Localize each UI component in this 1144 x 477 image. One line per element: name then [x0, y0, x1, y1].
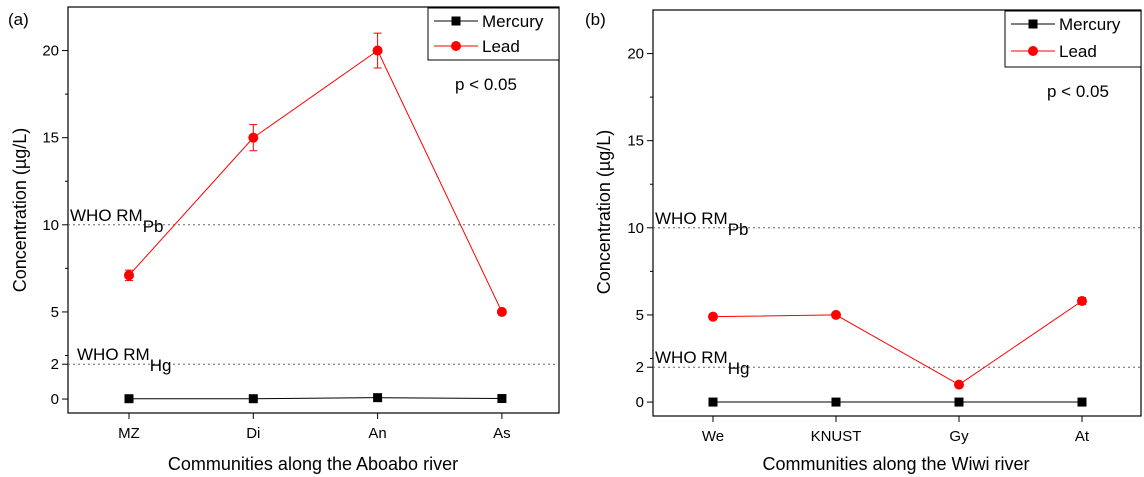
x-tick-label: As — [493, 425, 511, 442]
x-tick-label: Di — [246, 425, 260, 442]
reference-label-sub: Pb — [143, 217, 164, 236]
legend-box — [1004, 10, 1142, 68]
y-tick-label: 15 — [42, 130, 59, 147]
reference-label-main: WHO RM — [655, 348, 728, 367]
data-point-mercury — [373, 393, 383, 403]
y-tick-label: 2 — [636, 359, 644, 376]
series-line-lead — [712, 300, 1083, 386]
x-tick-label: At — [1075, 428, 1090, 445]
data-point-mercury — [708, 397, 718, 407]
legend-label: Lead — [482, 37, 520, 56]
y-tick-label: 15 — [627, 133, 644, 150]
reference-label-sub: Hg — [728, 359, 750, 378]
data-point-lead — [124, 270, 134, 281]
reference-label-sub: Pb — [728, 220, 749, 239]
x-axis-label: Communities along the Aboabo river — [168, 454, 458, 474]
x-axis-label: Communities along the Wiwi river — [762, 454, 1029, 474]
data-point-mercury — [831, 397, 841, 407]
data-point-mercury — [954, 397, 964, 407]
data-point-mercury — [497, 394, 507, 404]
legend-marker — [1028, 46, 1038, 56]
x-tick-label: We — [702, 428, 724, 445]
series-line-lead — [128, 49, 503, 313]
y-tick-label: 20 — [627, 46, 644, 63]
data-point-lead — [708, 311, 718, 322]
x-tick-label: MZ — [118, 425, 140, 442]
legend: Mercury Lead — [427, 7, 560, 61]
legend-label: Mercury — [482, 12, 544, 31]
plot-frame — [652, 9, 1142, 417]
reference-label-main: WHO RM — [655, 209, 728, 228]
y-axis-label: Concentration (µg/L) — [594, 130, 614, 294]
data-point-mercury — [124, 394, 134, 404]
x-tick-label: KNUST — [811, 428, 862, 445]
significance-annotation: p < 0.05 — [1047, 82, 1109, 101]
panel-label: (b) — [585, 10, 606, 29]
y-tick-label: 2 — [51, 356, 59, 373]
reference-label: WHO RMHg — [77, 345, 171, 375]
x-tick-label: An — [368, 425, 386, 442]
x-tick-label: Gy — [949, 428, 969, 445]
data-point-mercury — [248, 394, 258, 404]
y-tick-label: 5 — [636, 307, 644, 324]
legend-marker — [451, 16, 461, 26]
significance-annotation: p < 0.05 — [455, 75, 517, 94]
y-tick-label: 5 — [51, 304, 59, 321]
y-tick-label: 0 — [636, 394, 644, 411]
reference-label-main: WHO RM — [70, 206, 143, 225]
reference-label: WHO RMPb — [70, 206, 164, 236]
y-tick-label: 0 — [51, 391, 59, 408]
data-point-lead — [496, 306, 507, 317]
data-point-lead — [1077, 295, 1087, 306]
reference-label-sub: Hg — [150, 356, 172, 375]
data-point-mercury — [1077, 397, 1087, 407]
legend-label: Mercury — [1059, 15, 1121, 34]
data-point-lead — [954, 379, 964, 390]
data-point-lead — [372, 45, 383, 56]
legend: Mercury Lead — [1004, 10, 1142, 68]
reference-label: WHO RMPb — [655, 209, 749, 239]
legend-label: Lead — [1059, 42, 1097, 61]
y-axis-label: Concentration (µg/L) — [10, 128, 30, 292]
y-tick-label: 20 — [42, 43, 59, 60]
reference-label-main: WHO RM — [77, 345, 150, 364]
panel-label: (a) — [8, 10, 29, 29]
y-tick-label: 10 — [42, 217, 59, 234]
data-point-lead — [248, 132, 259, 143]
legend-marker — [1028, 19, 1038, 29]
reference-label: WHO RMHg — [655, 348, 749, 378]
data-point-lead — [831, 309, 841, 320]
legend-marker — [451, 41, 461, 51]
y-tick-label: 10 — [627, 220, 644, 237]
plot-frame — [67, 6, 560, 414]
series-line-mercury — [129, 397, 502, 400]
legend-box — [427, 7, 560, 61]
